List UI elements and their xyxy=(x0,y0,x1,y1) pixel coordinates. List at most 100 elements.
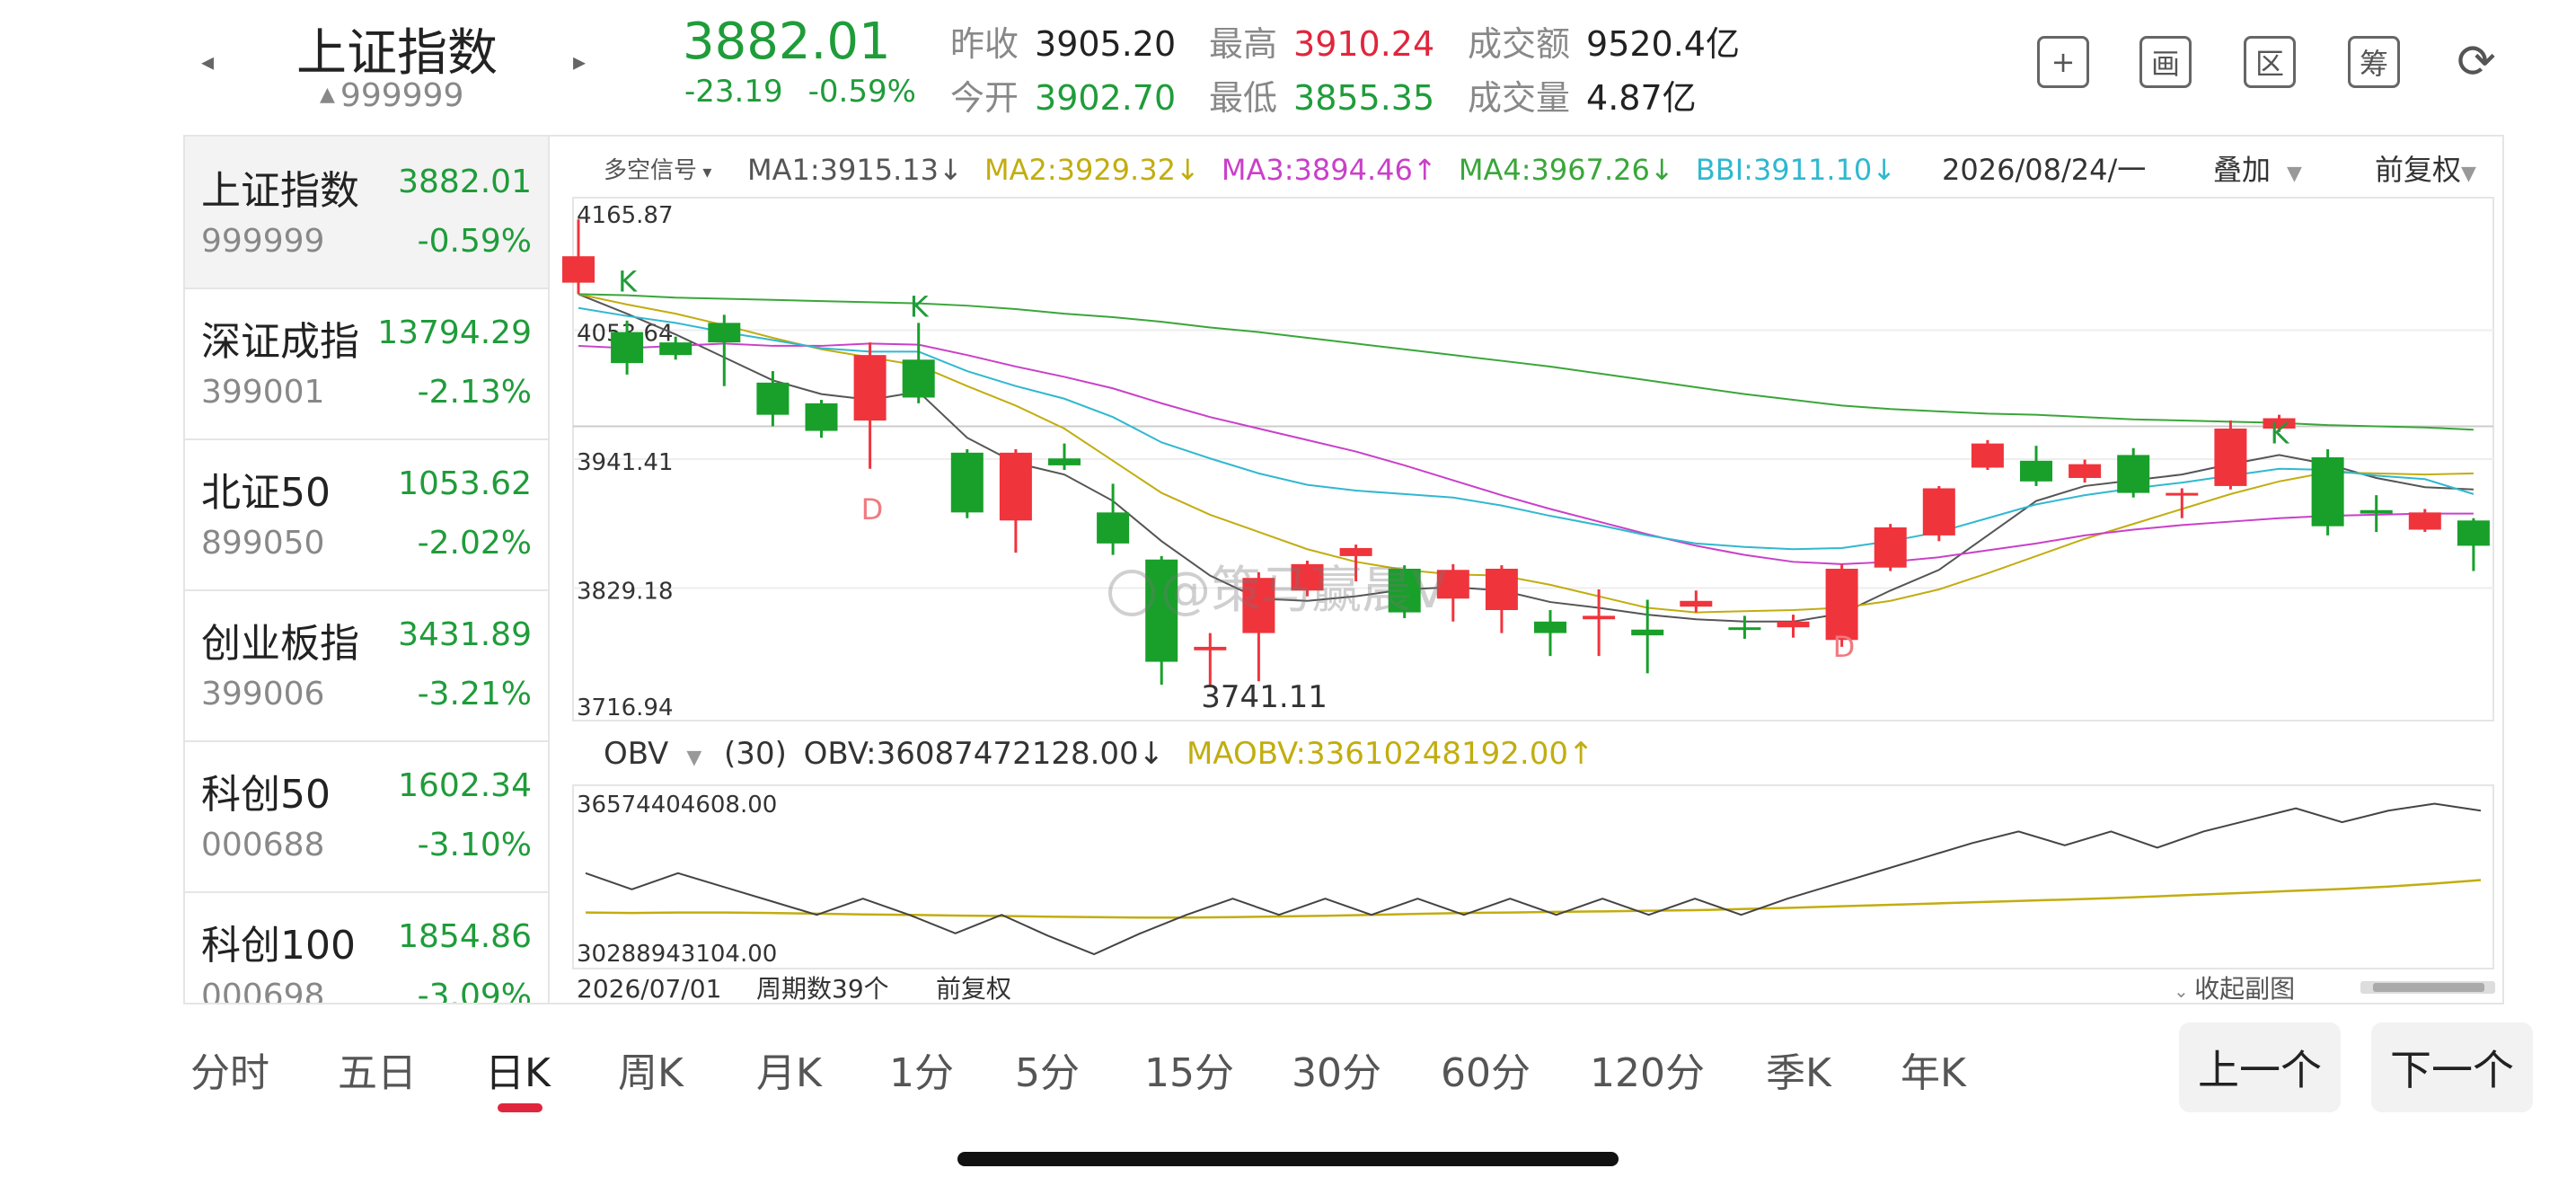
change-value: -23.19 xyxy=(684,74,783,110)
candlesticks xyxy=(562,219,2490,686)
tab-yearly-k[interactable]: 年K xyxy=(1901,1050,1966,1096)
candle-body xyxy=(2457,520,2490,546)
tab-120min[interactable]: 120分 xyxy=(1590,1050,1705,1096)
candle-body xyxy=(1534,621,1566,633)
candle-body xyxy=(1631,629,1664,636)
candle-body xyxy=(2020,460,2052,482)
tab-five-day[interactable]: 五日 xyxy=(338,1050,417,1096)
candle-body xyxy=(1339,547,1372,556)
candle-body xyxy=(1291,563,1324,591)
candle-body xyxy=(2214,428,2247,486)
candle-body xyxy=(2166,492,2199,496)
ma-line-bbi xyxy=(578,306,2475,551)
candle-body xyxy=(562,256,595,283)
tab-monthly-k[interactable]: 月K xyxy=(756,1050,822,1096)
signal-k: K xyxy=(618,265,638,299)
candle-body xyxy=(2117,455,2150,493)
y-tick-label: 3829.18 xyxy=(577,578,674,605)
chart-panel[interactable]: 多空信号 ▾ MA1:3915.13↓ MA2:3929.32↓ MA3:389… xyxy=(550,135,2504,1005)
tab-15min[interactable]: 15分 xyxy=(1144,1050,1234,1096)
tab-60min[interactable]: 60分 xyxy=(1441,1050,1531,1096)
tab-1min[interactable]: 1分 xyxy=(889,1050,954,1096)
svg-text:@策马赢晨V: @策马赢晨V xyxy=(1160,562,1446,620)
overlay-dropdown[interactable]: 叠加 ▼ xyxy=(2213,153,2302,187)
change-percent: -0.59% xyxy=(807,74,916,110)
candle-body xyxy=(2311,456,2344,527)
active-tab-indicator xyxy=(498,1103,543,1112)
list-item-star50[interactable]: 科创50 1602.34 000688 -3.10% xyxy=(185,740,548,893)
low-value-label: 3741.11 xyxy=(1201,679,1328,715)
footer-adjust: 前复权 xyxy=(936,974,1011,1003)
tab-daily-k[interactable]: 日K xyxy=(485,1050,551,1096)
high-stat: 最高 3910.24 xyxy=(1209,24,1435,64)
candle-body xyxy=(1922,488,1955,535)
plus-icon[interactable]: + xyxy=(2037,36,2089,88)
tab-30min[interactable]: 30分 xyxy=(1292,1050,1381,1096)
zoom-slider[interactable] xyxy=(2360,981,2495,994)
trade-signals: K K D D K xyxy=(618,265,2289,665)
signal-k: K xyxy=(910,290,930,324)
list-item-bse50[interactable]: 北证50 1053.62 899050 -2.02% xyxy=(185,438,548,591)
ma-line-ma1 xyxy=(578,293,2474,623)
prev-index-arrow[interactable]: ◂ xyxy=(201,47,215,76)
collapse-subchart-button[interactable]: ⌄ 收起副图 xyxy=(2174,974,2295,1004)
adjust-dropdown[interactable]: 前复权▼ xyxy=(2375,153,2476,187)
list-item-star100[interactable]: 科创100 1854.86 000698 -3.09% xyxy=(185,891,548,1003)
candle-body xyxy=(950,452,984,513)
candle-body xyxy=(1097,512,1130,544)
turnover-stat: 成交额 9520.4亿 xyxy=(1468,24,1740,64)
signal-d: D xyxy=(1833,630,1856,664)
candle-body xyxy=(2069,464,2102,478)
ma-line-ma3 xyxy=(578,342,2474,565)
draw-icon[interactable]: 画 xyxy=(2139,36,2192,88)
next-item-button[interactable]: 下一个 xyxy=(2371,1022,2533,1112)
candle-body xyxy=(1436,570,1469,599)
list-item-shanghai[interactable]: 上证指数 3882.01 999999 -0.59% xyxy=(185,137,548,289)
y-tick-label: 4165.87 xyxy=(577,202,674,229)
up-triangle-icon: ▲ xyxy=(320,84,335,106)
candle-body xyxy=(805,403,838,431)
grid-lines xyxy=(573,329,2493,589)
candle-body xyxy=(2408,512,2441,530)
candle-body xyxy=(1825,568,1858,641)
list-item-shenzhen[interactable]: 深证成指 13794.29 399001 -2.13% xyxy=(185,288,548,440)
signal-dropdown[interactable]: 多空信号 ▾ xyxy=(604,157,711,184)
candle-body xyxy=(2360,509,2393,514)
current-price: 3882.01 xyxy=(683,13,891,71)
tab-intraday[interactable]: 分时 xyxy=(190,1050,269,1096)
obv-lines xyxy=(585,802,2482,956)
ma-values: MA1:3915.13↓ MA2:3929.32↓ MA3:3894.46↑ M… xyxy=(747,153,1896,187)
index-list: 上证指数 3882.01 999999 -0.59% 深证成指 13794.29… xyxy=(183,135,550,1005)
rotate-screen-icon[interactable]: ⟳ xyxy=(2457,35,2496,89)
next-index-arrow[interactable]: ▸ xyxy=(573,47,587,76)
candle-body xyxy=(1728,627,1761,631)
candle-body xyxy=(1388,568,1421,613)
chips-icon[interactable]: 筹 xyxy=(2348,36,2400,88)
tab-weekly-k[interactable]: 周K xyxy=(618,1050,684,1096)
candle-body xyxy=(1145,559,1178,662)
candle-body xyxy=(1048,458,1081,465)
tab-5min[interactable]: 5分 xyxy=(1015,1050,1080,1096)
candle-body xyxy=(999,452,1032,521)
home-indicator xyxy=(957,1152,1619,1166)
index-code: ▲ 999999 xyxy=(320,77,464,114)
price-change: -23.19 -0.59% xyxy=(684,74,941,110)
candle-body xyxy=(1680,600,1713,607)
obv-indicator-dropdown[interactable]: OBV ▼ (30) OBV:36087472128.00↓ MAOBV:3361… xyxy=(604,736,1593,772)
candle-body xyxy=(756,382,790,415)
watermark: @策马赢晨V xyxy=(1108,562,1446,620)
tab-quarterly-k[interactable]: 季K xyxy=(1766,1050,1831,1096)
candle-body xyxy=(902,359,935,398)
chart-date: 2026/08/24/一 xyxy=(1942,153,2146,187)
signal-k: K xyxy=(2271,416,2290,450)
y-tick-label: 3716.94 xyxy=(577,695,674,721)
prev-item-button[interactable]: 上一个 xyxy=(2179,1022,2341,1112)
candle-body xyxy=(853,355,887,421)
moving-average-lines xyxy=(578,293,2475,623)
list-item-chinext[interactable]: 创业板指 3431.89 399006 -3.21% xyxy=(185,589,548,742)
range-icon[interactable]: 区 xyxy=(2244,36,2296,88)
weibo-icon xyxy=(1108,570,1155,616)
candle-body xyxy=(1971,443,2004,468)
kline-chart[interactable]: 多空信号 ▾ MA1:3915.13↓ MA2:3929.32↓ MA3:389… xyxy=(550,137,2502,1004)
